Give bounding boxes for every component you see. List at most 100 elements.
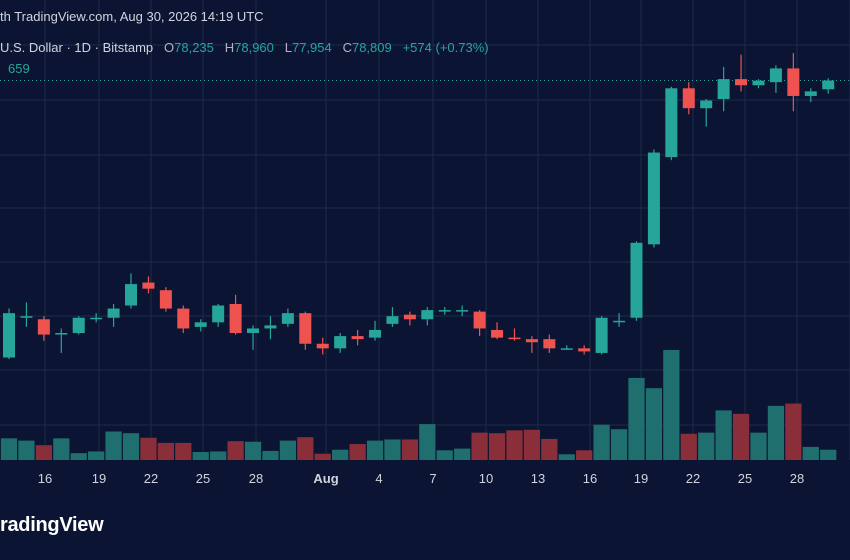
candle[interactable] bbox=[560, 345, 573, 350]
candle[interactable] bbox=[351, 329, 364, 346]
candle[interactable] bbox=[194, 319, 207, 332]
volume-bar bbox=[175, 442, 192, 460]
low-value: 77,954 bbox=[291, 40, 332, 55]
candle-body bbox=[508, 337, 521, 340]
candle-body bbox=[403, 314, 416, 320]
candle[interactable] bbox=[247, 325, 260, 350]
volume-legend[interactable]: 659 bbox=[8, 61, 30, 76]
candle[interactable] bbox=[421, 307, 434, 326]
candle[interactable] bbox=[595, 316, 608, 355]
candle[interactable] bbox=[125, 273, 138, 309]
candle[interactable] bbox=[578, 345, 591, 355]
high-value: 78,960 bbox=[234, 40, 274, 55]
candle[interactable] bbox=[90, 313, 103, 323]
logo-text: radingView bbox=[0, 514, 104, 536]
candle[interactable] bbox=[264, 316, 277, 340]
volume-bar bbox=[506, 430, 523, 460]
candle[interactable] bbox=[473, 310, 486, 337]
tradingview-logo[interactable]: radingView bbox=[0, 514, 104, 537]
volume-bar bbox=[576, 450, 593, 460]
candle[interactable] bbox=[525, 336, 538, 353]
volume-bar bbox=[523, 429, 541, 460]
volume-bar bbox=[70, 453, 87, 460]
open-label: O bbox=[164, 40, 175, 55]
candle[interactable] bbox=[177, 305, 190, 334]
candle[interactable] bbox=[613, 313, 626, 327]
close-value: 78,809 bbox=[351, 40, 392, 55]
volume-bar bbox=[802, 446, 819, 460]
x-tick-label: 28 bbox=[249, 471, 263, 486]
volume-bar bbox=[140, 437, 157, 460]
volume-bar bbox=[244, 441, 262, 460]
candle[interactable] bbox=[543, 334, 556, 353]
volume-bar bbox=[488, 433, 506, 460]
candle[interactable] bbox=[281, 308, 294, 327]
x-axis: 16 19 22 25 28 Aug 4 7 10 13 16 19 22 25 28 bbox=[38, 471, 804, 486]
x-tick-label: 16 bbox=[583, 471, 597, 486]
candle-body bbox=[647, 152, 660, 245]
candle[interactable] bbox=[804, 88, 817, 103]
candle[interactable] bbox=[229, 294, 242, 335]
close-label: C bbox=[342, 40, 352, 55]
volume-bar bbox=[105, 431, 122, 460]
candle-body bbox=[299, 313, 312, 344]
candle[interactable] bbox=[508, 328, 521, 341]
x-tick-label: 7 bbox=[429, 471, 436, 486]
candle[interactable] bbox=[142, 276, 155, 294]
candle[interactable] bbox=[3, 308, 15, 360]
candle-body bbox=[804, 91, 817, 96]
candle-body bbox=[229, 303, 242, 334]
candle[interactable] bbox=[212, 303, 225, 327]
candle[interactable] bbox=[787, 53, 800, 112]
low-label: L bbox=[284, 40, 292, 55]
candle[interactable] bbox=[456, 305, 469, 317]
candle-body bbox=[717, 79, 730, 100]
volume-bar bbox=[314, 453, 331, 460]
candle[interactable] bbox=[334, 333, 347, 353]
candle[interactable] bbox=[769, 65, 782, 93]
candle-body bbox=[438, 310, 451, 312]
candle[interactable] bbox=[299, 311, 312, 350]
volume-bars bbox=[0, 350, 837, 460]
volume-bar bbox=[262, 450, 279, 460]
candle[interactable] bbox=[37, 316, 50, 341]
candle[interactable] bbox=[386, 307, 399, 327]
volume-bar bbox=[820, 449, 837, 460]
candle[interactable] bbox=[700, 99, 713, 127]
candle[interactable] bbox=[630, 241, 643, 321]
volume-bar bbox=[680, 433, 697, 460]
candle[interactable] bbox=[438, 307, 451, 315]
candle-body bbox=[264, 325, 277, 329]
ohlc-legend[interactable]: U.S. Dollar · 1D · Bitstamp O78,235 H78,… bbox=[0, 40, 489, 55]
candle[interactable] bbox=[403, 311, 416, 326]
candle-body bbox=[543, 339, 556, 349]
volume-bar bbox=[88, 451, 105, 460]
volume-bar bbox=[297, 437, 314, 460]
candle-body bbox=[177, 308, 190, 329]
candle[interactable] bbox=[682, 82, 695, 115]
candle[interactable] bbox=[159, 287, 172, 312]
volume-bar bbox=[715, 410, 732, 460]
candle[interactable] bbox=[491, 322, 504, 340]
candle[interactable] bbox=[717, 66, 730, 112]
volume-bar bbox=[541, 438, 558, 460]
candle[interactable] bbox=[822, 78, 835, 94]
candle[interactable] bbox=[665, 86, 678, 161]
volume-bar bbox=[349, 444, 366, 460]
candle-body bbox=[525, 339, 538, 343]
candle[interactable] bbox=[107, 303, 120, 327]
candle-body bbox=[107, 308, 120, 318]
candle-body bbox=[752, 80, 765, 86]
candle[interactable] bbox=[369, 320, 382, 341]
candle[interactable] bbox=[316, 337, 329, 355]
candle[interactable] bbox=[735, 54, 748, 92]
candle[interactable] bbox=[647, 149, 660, 248]
x-tick-label: 19 bbox=[92, 471, 106, 486]
candle[interactable] bbox=[72, 316, 85, 335]
candle[interactable] bbox=[752, 79, 765, 89]
candle-body bbox=[735, 79, 748, 86]
volume-bar bbox=[593, 424, 610, 460]
candle[interactable] bbox=[55, 328, 68, 353]
candle[interactable] bbox=[20, 302, 33, 327]
